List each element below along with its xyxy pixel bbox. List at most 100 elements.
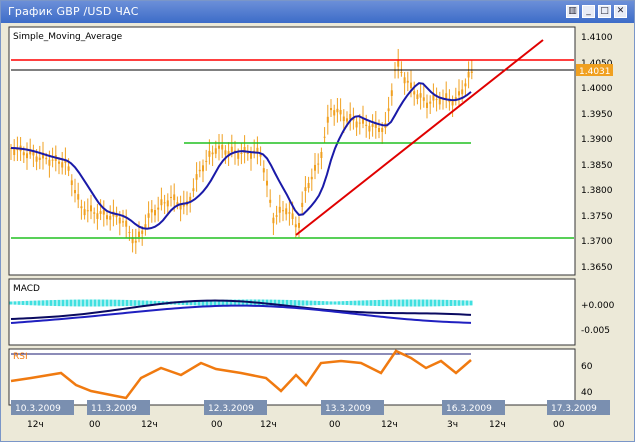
macd-histogram-bar	[341, 301, 345, 305]
candle-body	[70, 180, 73, 186]
candle-body	[400, 72, 403, 73]
hour-labels: 12ч 00 12ч 00 12ч 00 12ч 3ч 12ч 00	[27, 420, 565, 430]
macd-histogram-bar	[141, 300, 145, 306]
date-label: 12.3.2009	[208, 404, 254, 414]
candle-body	[278, 206, 281, 213]
date-label-bg	[442, 400, 505, 415]
candle-body	[154, 210, 156, 216]
macd-histogram-bar	[121, 299, 125, 307]
macd-histogram-bar	[461, 300, 465, 306]
candle-body	[275, 215, 278, 217]
maximize-button[interactable]: □	[598, 5, 611, 18]
candle-body	[419, 93, 422, 98]
macd-histogram-bar	[185, 300, 189, 306]
rsi-panel[interactable]	[8, 348, 576, 406]
macd-histogram-bar	[361, 300, 365, 306]
candle-body	[173, 194, 176, 201]
candle-body	[250, 153, 252, 159]
macd-histogram-bar	[245, 299, 249, 307]
close-button[interactable]: ✕	[614, 5, 627, 18]
macd-histogram-bar	[225, 299, 229, 307]
macd-histogram-bar	[457, 300, 461, 306]
candle-body	[282, 210, 284, 212]
candle-body	[243, 147, 246, 153]
rsi-tick: 40	[581, 388, 593, 398]
macd-histogram-bar	[425, 299, 429, 307]
candle-body	[208, 150, 211, 157]
candle-body	[362, 117, 364, 124]
price-panel[interactable]	[8, 26, 576, 276]
macd-histogram-bar	[409, 299, 413, 307]
candle-body	[13, 149, 16, 156]
macd-histogram-bar	[389, 299, 393, 307]
macd-histogram-bar	[213, 300, 217, 306]
macd-histogram-bar	[273, 299, 277, 307]
y-tick: 1.3900	[581, 135, 613, 145]
minimize-icon: _	[586, 6, 591, 16]
macd-histogram-bar	[205, 300, 209, 306]
title-bar: График GBP /USD ЧАС ▥ _ □ ✕	[1, 1, 634, 23]
macd-histogram-bar	[413, 299, 417, 307]
macd-histogram-bar	[449, 299, 453, 307]
candle-body	[445, 93, 448, 100]
hour-label: 00	[211, 420, 223, 430]
macd-histogram-bar	[41, 300, 45, 306]
macd-histogram-bar	[157, 300, 161, 306]
macd-histogram-bar	[297, 300, 301, 306]
candle-body	[128, 232, 131, 233]
candle-body	[403, 77, 406, 84]
candle-body	[358, 122, 361, 124]
candle-body	[118, 217, 121, 224]
candle-body	[198, 169, 201, 172]
minimize-button[interactable]: _	[582, 5, 595, 18]
candle-body	[458, 91, 460, 96]
candle-body	[195, 174, 198, 180]
macd-histogram-bar	[381, 299, 385, 307]
candle-body	[390, 90, 393, 96]
macd-histogram-bar	[281, 299, 285, 307]
macd-histogram-bar	[61, 299, 65, 307]
candle-body	[48, 159, 51, 166]
candle-body	[202, 165, 204, 172]
hour-label: 12ч	[489, 420, 506, 430]
candle-body	[326, 116, 329, 123]
date-label: 11.3.2009	[91, 404, 137, 414]
candle-body	[451, 100, 454, 106]
candle-body	[314, 164, 316, 171]
candle-body	[291, 213, 294, 219]
macd-tick: +0.000	[581, 301, 615, 311]
candle-body	[365, 124, 368, 126]
macd-histogram-bar	[137, 300, 141, 306]
macd-histogram-bar	[113, 299, 117, 307]
macd-histogram-bar	[337, 301, 341, 305]
macd-histogram-bar	[365, 300, 369, 306]
candle-body	[26, 153, 28, 159]
candle-body	[387, 108, 390, 112]
candle-body	[83, 209, 86, 216]
window-title: График GBP /USD ЧАС	[8, 5, 139, 18]
macd-histogram-bar	[417, 299, 421, 307]
chart-area[interactable]: Simple_Moving_Average 1.4100 1.4050 1.40…	[1, 23, 634, 441]
macd-histogram-bar	[289, 300, 293, 306]
macd-histogram-bar	[13, 301, 17, 305]
tile-button[interactable]: ▥	[566, 5, 579, 18]
macd-histogram-bar	[189, 300, 193, 306]
macd-histogram-bar	[229, 299, 233, 307]
candle-body	[266, 180, 268, 186]
y-tick: 1.3750	[581, 212, 613, 222]
hour-label: 3ч	[447, 420, 458, 430]
candle-body	[109, 215, 112, 220]
macd-histogram-bar	[101, 299, 105, 307]
candle-body	[464, 83, 467, 87]
candle-body	[310, 176, 313, 180]
y-tick: 1.3650	[581, 263, 613, 273]
candle-body	[32, 151, 35, 156]
macd-histogram-bar	[37, 300, 41, 306]
candle-body	[374, 122, 377, 128]
macd-histogram-bar	[353, 300, 357, 306]
candle-body	[93, 212, 96, 214]
candle-body	[189, 196, 192, 202]
candle-body	[227, 151, 230, 155]
trend-line[interactable]	[295, 39, 544, 236]
candle-body	[346, 118, 348, 122]
